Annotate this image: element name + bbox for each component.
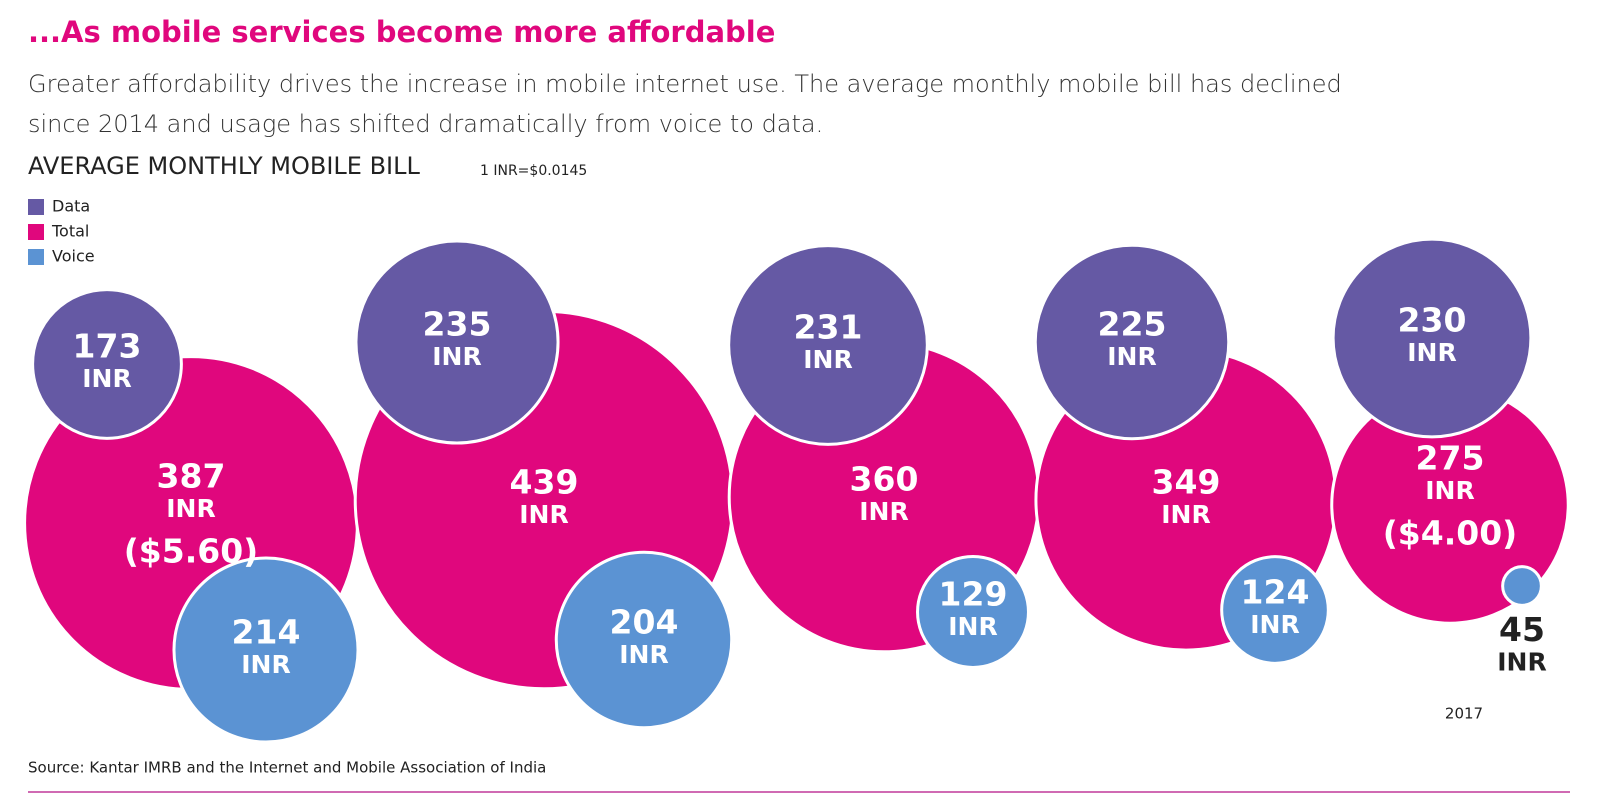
value-label: 349	[1152, 463, 1221, 502]
bubble	[916, 555, 1030, 669]
unit-label: INR	[1425, 476, 1474, 505]
unit-label: INR	[1250, 610, 1299, 639]
legend-swatch	[28, 249, 44, 265]
legend-label: Data	[52, 197, 90, 216]
unit-label: INR	[948, 612, 997, 641]
legend-label: Voice	[52, 247, 95, 266]
unit-label: INR	[519, 500, 568, 529]
subtitle: Greater affordability drives the increas…	[28, 70, 1342, 138]
source: Source: Kantar IMRB and the Internet and…	[28, 759, 546, 777]
unit-label: INR	[803, 345, 852, 374]
value-label: 204	[610, 603, 679, 642]
value-label: 231	[794, 308, 863, 347]
value-label: 360	[850, 460, 919, 499]
bubble	[172, 556, 360, 744]
bubble	[554, 550, 734, 730]
unit-label: INR	[432, 342, 481, 371]
value-label: 214	[232, 613, 301, 652]
chart-title: AVERAGE MONTHLY MOBILE BILL	[28, 152, 421, 180]
unit-label: INR	[1497, 647, 1546, 676]
bubble	[1331, 237, 1533, 439]
bubble	[31, 288, 183, 440]
bubble	[1501, 565, 1543, 607]
value-label: 173	[73, 327, 142, 366]
value-label: 129	[939, 575, 1008, 614]
legend-swatch	[28, 224, 44, 240]
value-label: 387	[157, 457, 226, 496]
usd-label: ($5.60)	[124, 532, 259, 571]
unit-label: INR	[166, 494, 215, 523]
value-label: 235	[423, 305, 492, 344]
unit-label: INR	[82, 364, 131, 393]
value-label: 275	[1416, 439, 1485, 478]
note: 1 INR=$0.0145	[480, 163, 587, 179]
bubble	[1033, 243, 1231, 441]
x-tick-label: 2017	[1445, 705, 1483, 723]
value-label: 124	[1241, 573, 1310, 612]
bubble	[354, 239, 560, 445]
unit-label: INR	[619, 640, 668, 669]
unit-label: INR	[859, 497, 908, 526]
unit-label: INR	[241, 650, 290, 679]
unit-label: INR	[1107, 342, 1156, 371]
value-label: 225	[1098, 305, 1167, 344]
unit-label: INR	[1407, 338, 1456, 367]
value-label: 230	[1398, 301, 1467, 340]
bubble	[727, 244, 929, 446]
legend-label: Total	[51, 222, 89, 241]
title: ...As mobile services become more afford…	[28, 15, 775, 49]
legend-swatch	[28, 199, 44, 215]
usd-label: ($4.00)	[1383, 514, 1518, 553]
unit-label: INR	[1161, 500, 1210, 529]
bubble	[1220, 555, 1330, 665]
value-label: 439	[510, 463, 579, 502]
value-label: 45	[1499, 610, 1545, 649]
